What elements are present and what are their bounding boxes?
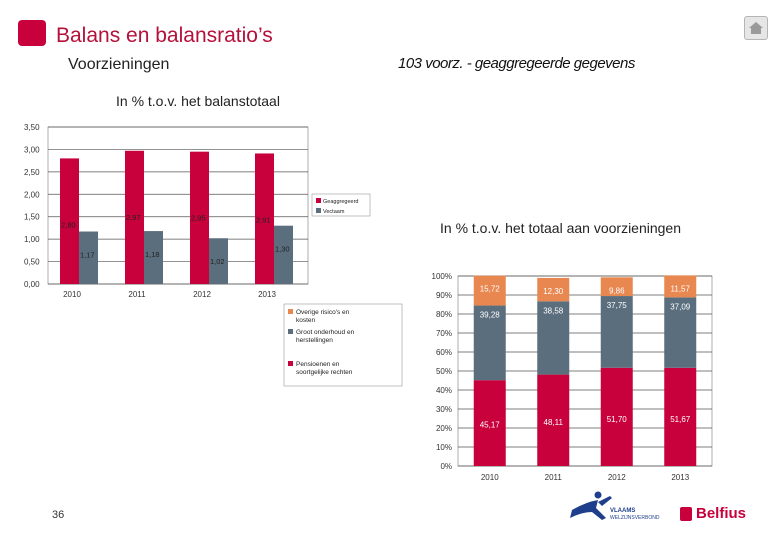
y-tick-label: 1,00 — [24, 235, 40, 244]
data-label: 2,95 — [191, 214, 206, 223]
y-tick-label: 2,50 — [24, 168, 40, 177]
page-number: 36 — [52, 509, 65, 521]
dataset-subtitle: 103 voorz. - geaggregeerde gegevens — [398, 55, 635, 72]
belfius-logo: Belfius — [696, 505, 747, 522]
x-tick-label: 2012 — [193, 290, 211, 299]
data-label: 1,30 — [275, 245, 290, 254]
bar-geaggregeerd-2010 — [60, 158, 79, 284]
legend-swatch — [316, 198, 321, 203]
y-tick-label: 3,00 — [24, 145, 40, 154]
bar-geaggregeerd-2012 — [190, 151, 209, 284]
bar-vectaam-2013 — [274, 225, 293, 284]
y-tick-label: 1,50 — [24, 213, 40, 222]
data-label: 1,18 — [145, 250, 160, 259]
bar-geaggregeerd-2013 — [255, 153, 274, 284]
home-icon[interactable] — [744, 16, 768, 40]
chart1-title: In % t.o.v. het balanstotaal — [116, 93, 280, 109]
legend-swatch — [316, 208, 321, 213]
bar-geaggregeerd-2011 — [125, 150, 144, 284]
legend-box — [311, 193, 371, 217]
y-tick-label: 0,50 — [24, 258, 40, 267]
brand-block — [18, 20, 46, 46]
data-label: 1,17 — [80, 251, 95, 260]
bar-vectaam-2011 — [144, 231, 163, 284]
belfius-icon — [680, 507, 692, 521]
vlaams-welzijnsverbond-logo: VLAAMS WELZIJNSVERBOND — [570, 491, 660, 521]
data-label: 2,97 — [126, 213, 141, 222]
bar-vectaam-2012 — [209, 238, 228, 284]
y-tick-label: 2,00 — [24, 190, 40, 199]
y-tick-label: 3,50 — [24, 123, 40, 132]
page-subtitle: Voorzieningen — [68, 56, 170, 73]
legend-label: Geaggregeerd — [323, 199, 358, 205]
x-tick-label: 2013 — [258, 290, 276, 299]
chart2-title: In % t.o.v. het totaal aan voorzieningen — [440, 220, 682, 236]
data-label: 1,02 — [210, 257, 225, 266]
svg-text:WELZIJNSVERBOND: WELZIJNSVERBOND — [610, 515, 660, 521]
x-tick-label: 2011 — [128, 290, 146, 299]
legend-label: Vectaam — [323, 209, 345, 215]
data-label: 2,80 — [61, 220, 76, 229]
bar-vectaam-2010 — [79, 231, 98, 284]
x-tick-label: 2010 — [63, 290, 81, 299]
page-title: Balans en balansratio’s — [56, 24, 273, 47]
data-label: 2,91 — [256, 215, 271, 224]
svg-text:VLAAMS: VLAAMS — [610, 508, 635, 514]
y-tick-label: 0,00 — [24, 280, 40, 289]
